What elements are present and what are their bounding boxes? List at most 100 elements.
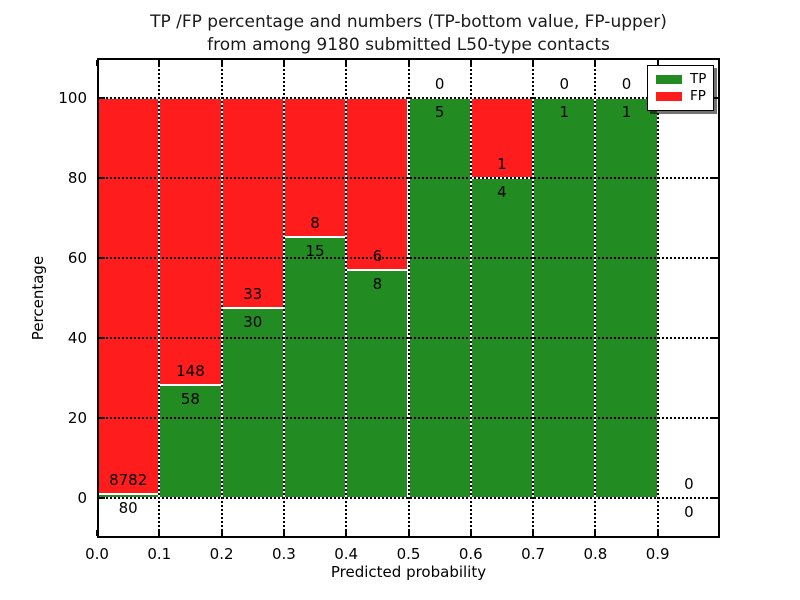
x-tick-label: 0.9 bbox=[645, 545, 670, 563]
v-gridline bbox=[158, 58, 161, 538]
fp-bar-segment bbox=[159, 98, 222, 386]
y-tick-left bbox=[99, 497, 105, 499]
fp-count-label: 1 bbox=[497, 155, 507, 173]
x-tick-top bbox=[594, 60, 597, 66]
y-tick-label: 20 bbox=[67, 409, 87, 427]
tp-count-label: 1 bbox=[621, 103, 632, 121]
fp-bar-segment bbox=[97, 98, 160, 495]
fp-count-label: 0 bbox=[559, 75, 570, 93]
v-gridline bbox=[282, 58, 285, 538]
y-tick-right bbox=[712, 97, 718, 99]
h-gridline bbox=[97, 257, 720, 259]
h-gridline bbox=[97, 337, 720, 339]
h-gridline bbox=[97, 497, 720, 499]
y-tick-left bbox=[99, 177, 105, 179]
fp-count-label: 8 bbox=[310, 214, 320, 233]
fp-swatch-icon bbox=[656, 92, 682, 101]
fp-count-label: 33 bbox=[243, 284, 263, 303]
tp-bar-segment bbox=[533, 98, 596, 498]
y-tick-right bbox=[712, 257, 718, 259]
y-tick-label: 80 bbox=[67, 169, 87, 187]
fp-count-label: 6 bbox=[372, 246, 383, 265]
plot-area: 8782 80 148 58 33 30 8 15 6 8 0 5 1 4 0 1 0 1 0 0 0.0 0.1 0.2 0… bbox=[58, 58, 720, 563]
tp-bar-segment bbox=[159, 385, 222, 498]
tp-count-label: 15 bbox=[305, 242, 325, 261]
x-tick-label: 0.3 bbox=[271, 545, 296, 563]
y-tick-right bbox=[712, 497, 718, 499]
v-gridline bbox=[407, 58, 410, 538]
fp-count-label: 0 bbox=[621, 75, 632, 93]
x-tick-top bbox=[532, 60, 535, 66]
fp-count-label: 0 bbox=[684, 475, 694, 493]
h-gridline bbox=[97, 177, 720, 179]
tp-count-label: 8 bbox=[372, 274, 383, 293]
tp-count-label: 5 bbox=[434, 103, 445, 121]
x-tick-bottom bbox=[532, 530, 535, 536]
x-tick-top bbox=[469, 60, 472, 66]
h-gridline bbox=[97, 417, 720, 419]
fp-count-label: 148 bbox=[176, 362, 205, 381]
tp-count-label: 4 bbox=[497, 183, 507, 201]
x-tick-label: 0.1 bbox=[147, 545, 172, 563]
y-tick-label: 40 bbox=[67, 329, 87, 347]
y-tick-left bbox=[99, 337, 105, 339]
x-tick-label: 0.0 bbox=[85, 545, 109, 563]
fp-count-label: 0 bbox=[434, 75, 445, 93]
x-tick-label: 0.5 bbox=[396, 545, 421, 563]
tp-count-label: 0 bbox=[684, 503, 694, 521]
x-tick-label: 0.2 bbox=[209, 545, 234, 563]
legend-label-fp: FP bbox=[690, 88, 706, 104]
tp-count-label: 80 bbox=[118, 499, 138, 518]
y-tick-label: 0 bbox=[77, 489, 87, 507]
chart-title-line2: from among 9180 submitted L50-type conta… bbox=[207, 35, 610, 55]
x-tick-top bbox=[158, 60, 161, 66]
fp-bar-segment bbox=[221, 98, 284, 308]
y-tick-left bbox=[99, 97, 105, 99]
x-tick-bottom bbox=[594, 530, 597, 536]
v-gridline bbox=[220, 58, 223, 538]
x-tick-bottom bbox=[96, 530, 98, 536]
y-tick-left bbox=[99, 257, 105, 259]
fp-count-label: 8782 bbox=[109, 471, 148, 490]
tp-count-label: 58 bbox=[180, 390, 200, 409]
x-tick-label: 0.4 bbox=[334, 545, 359, 563]
x-tick-top bbox=[345, 60, 348, 66]
h-gridline bbox=[97, 97, 720, 99]
chart-title-line1: TP /FP percentage and numbers (TP-bottom… bbox=[150, 12, 667, 32]
tp-count-label: 1 bbox=[559, 103, 570, 121]
y-tick-label: 60 bbox=[67, 249, 87, 267]
y-tick-right bbox=[712, 177, 718, 179]
tp-bar-segment bbox=[595, 98, 658, 498]
x-tick-top bbox=[407, 60, 410, 66]
x-tick-label: 0.7 bbox=[521, 545, 546, 563]
x-axis-label: Predicted probability bbox=[330, 563, 487, 581]
x-tick-bottom bbox=[469, 530, 472, 536]
x-tick-top bbox=[656, 60, 659, 66]
tp-count-label: 30 bbox=[243, 312, 263, 331]
fp-bar-segment bbox=[346, 98, 409, 270]
legend: TP FP bbox=[647, 65, 714, 111]
v-gridline bbox=[345, 58, 348, 538]
legend-item-fp: FP bbox=[656, 88, 707, 105]
chart-title: TP /FP percentage and numbers (TP-bottom… bbox=[97, 11, 720, 57]
x-tick-bottom bbox=[220, 530, 223, 536]
x-tick-bottom bbox=[345, 530, 348, 536]
y-tick-right bbox=[712, 337, 718, 339]
x-tick-top bbox=[96, 60, 98, 66]
x-tick-label: 0.8 bbox=[583, 545, 608, 563]
x-tick-bottom bbox=[158, 530, 161, 536]
y-axis-label: Percentage bbox=[29, 255, 47, 341]
y-tick-right bbox=[712, 417, 718, 419]
x-tick-label: 0.6 bbox=[458, 545, 483, 563]
legend-item-tp: TP bbox=[656, 71, 707, 88]
x-tick-top bbox=[282, 60, 285, 66]
y-tick-left bbox=[99, 417, 105, 419]
x-tick-top bbox=[220, 60, 223, 66]
legend-label-tp: TP bbox=[690, 71, 707, 87]
v-gridline bbox=[532, 58, 535, 538]
x-tick-bottom bbox=[282, 530, 285, 536]
tp-swatch-icon bbox=[656, 75, 682, 84]
y-tick-label: 100 bbox=[58, 89, 87, 107]
tp-bar-segment bbox=[283, 237, 347, 498]
